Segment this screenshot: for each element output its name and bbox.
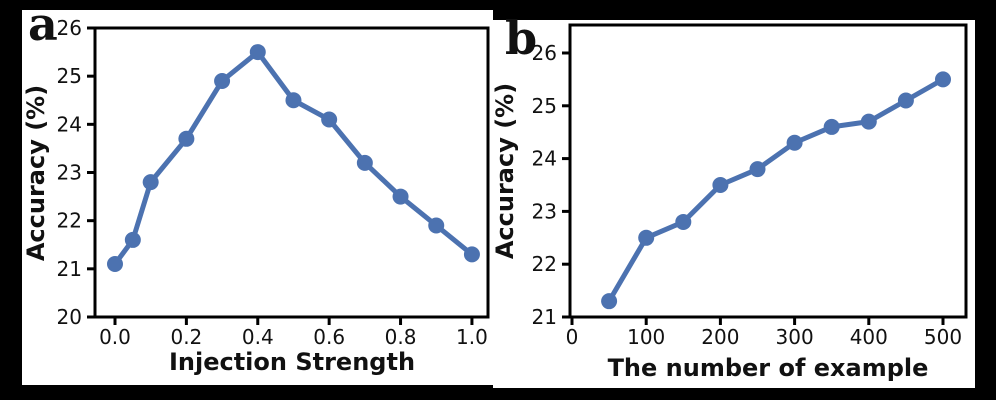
chart-b-xaxis-label: The number of example [608, 354, 929, 382]
chart-a-xaxis-label: Injection Strength [169, 348, 415, 376]
y-tick-label: 24 [57, 112, 82, 136]
panel-b: b 0 100 200 300 400 500 21 22 23 24 25 26 The numbe… [493, 15, 975, 388]
data-point [392, 188, 409, 205]
x-tick-label: 0 [566, 325, 579, 349]
y-tick-label: 22 [532, 252, 557, 276]
data-point [860, 113, 877, 130]
data-point [749, 161, 766, 178]
y-tick-label: 22 [57, 209, 82, 233]
data-point [142, 174, 159, 191]
y-tick-label: 25 [57, 64, 82, 88]
x-tick-label: 1.0 [456, 325, 488, 349]
data-point [428, 217, 445, 234]
x-tick-label: 100 [627, 325, 665, 349]
data-point [249, 44, 266, 61]
chart-b-yaxis-label: Accuracy (%) [493, 83, 519, 259]
x-tick-label: 0.8 [385, 325, 417, 349]
data-point [106, 256, 123, 273]
y-tick-label: 24 [532, 147, 557, 171]
y-tick-label: 21 [532, 305, 557, 329]
plot-frame [568, 23, 968, 319]
data-point [178, 130, 195, 147]
data-point [638, 229, 655, 246]
data-point [823, 118, 840, 135]
y-tick-label: 20 [57, 305, 82, 329]
x-tick-label: 0.6 [313, 325, 345, 349]
y-tick-label: 23 [57, 161, 82, 185]
series-line [606, 76, 946, 304]
x-tick-label: 200 [701, 325, 739, 349]
series-line [112, 49, 475, 267]
data-point [786, 134, 803, 151]
x-tick-label: 300 [776, 325, 814, 349]
x-tick-label: 500 [924, 325, 962, 349]
y-tick-label: 21 [57, 257, 82, 281]
data-point [934, 71, 951, 88]
data-point [356, 154, 373, 171]
y-tick-label: 25 [532, 94, 557, 118]
data-point [214, 72, 231, 89]
x-tick-label: 0.4 [242, 325, 274, 349]
panel-b-label: b [505, 11, 538, 65]
plot-frame [93, 26, 490, 319]
x-tick-label: 0.2 [170, 325, 202, 349]
data-point [897, 92, 914, 109]
data-point [124, 231, 141, 248]
y-tick-label: 23 [532, 199, 557, 223]
y-tick-label: 26 [57, 16, 82, 40]
data-point [321, 111, 338, 128]
panel-a-label: a [28, 0, 58, 51]
data-point [285, 92, 302, 109]
x-tick-label: 0.0 [99, 325, 131, 349]
chart-a-yaxis-label: Accuracy (%) [22, 85, 50, 261]
data-point [463, 246, 480, 263]
data-point [675, 213, 692, 230]
panel-a: a 0.0 0.2 0.4 0.6 0.8 1.0 20 21 22 23 24 25 26 Injec… [22, 1, 493, 385]
chart-a-axes: 0.0 0.2 0.4 0.6 0.8 1.0 20 21 22 23 24 25 26 [57, 16, 490, 349]
data-point [712, 176, 729, 193]
chart-b-plot: 0 100 200 300 400 500 21 22 23 24 25 26 The number … [493, 23, 968, 382]
y-tick-label: 26 [532, 41, 557, 65]
chart-a-plot: 0.0 0.2 0.4 0.6 0.8 1.0 20 21 22 23 24 25 26 Injecti… [22, 16, 490, 376]
x-tick-label: 400 [850, 325, 888, 349]
data-point [601, 293, 618, 310]
chart-b-axes: 0 100 200 300 400 500 21 22 23 24 25 26 [532, 23, 968, 349]
